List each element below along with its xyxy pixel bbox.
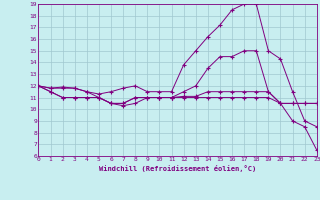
X-axis label: Windchill (Refroidissement éolien,°C): Windchill (Refroidissement éolien,°C) <box>99 165 256 172</box>
